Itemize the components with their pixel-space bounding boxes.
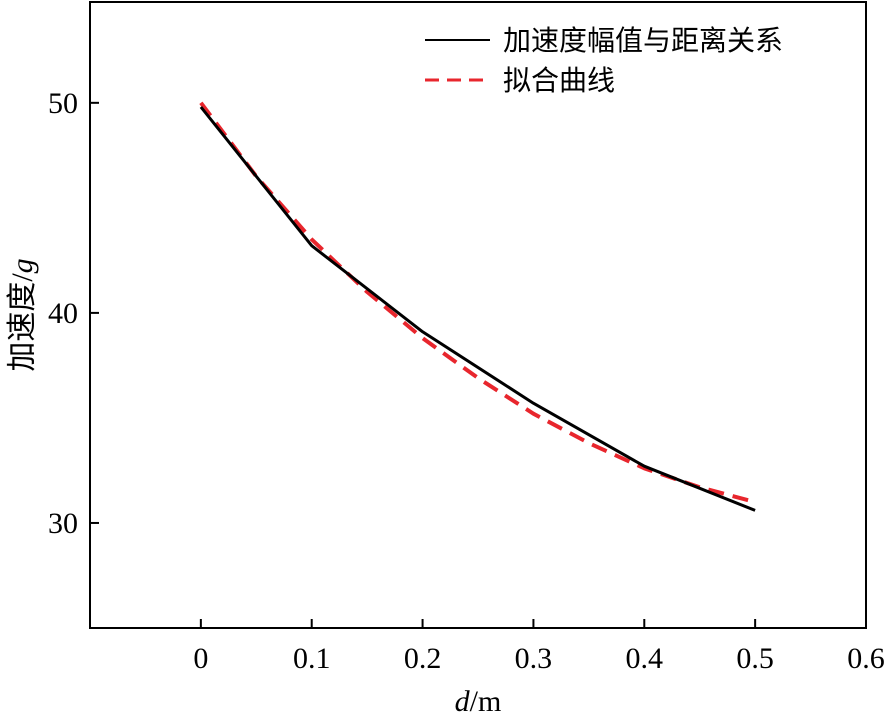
legend-label-measured: 加速度幅值与距离关系 <box>503 24 783 57</box>
x-tick-label: 0.5 <box>736 642 774 675</box>
x-tick-label: 0.2 <box>404 642 442 675</box>
plot-frame <box>89 1 867 629</box>
x-tick-label: 0.3 <box>515 642 553 675</box>
y-axis-label: 加速度/g <box>6 258 39 371</box>
x-tick-label: 0.4 <box>626 642 664 675</box>
y-axis-ticks: 30 40 50 <box>48 87 99 540</box>
x-axis-label-symbol: d <box>455 685 471 716</box>
series-layer <box>199 101 756 512</box>
series-line-fit <box>199 101 756 504</box>
y-tick-label: 30 <box>48 507 78 540</box>
y-axis-label-text: 加速度/ <box>6 273 39 372</box>
x-tick-label: 0.1 <box>293 642 331 675</box>
series-line-measured <box>199 106 756 512</box>
legend-label-fit: 拟合曲线 <box>503 64 615 97</box>
legend: 加速度幅值与距离关系 拟合曲线 <box>425 24 783 97</box>
x-axis-label-unit: /m <box>470 685 502 716</box>
x-tick-label: 0.6 <box>847 642 885 675</box>
x-axis-label: d/m <box>455 685 502 716</box>
x-tick-label: 0 <box>193 642 208 675</box>
x-axis-ticks: 0 0.1 0.2 0.3 0.4 0.5 0.6 <box>193 619 885 675</box>
y-axis-label-unit: g <box>6 258 39 273</box>
y-tick-label: 50 <box>48 87 78 120</box>
y-tick-label: 40 <box>48 297 78 330</box>
